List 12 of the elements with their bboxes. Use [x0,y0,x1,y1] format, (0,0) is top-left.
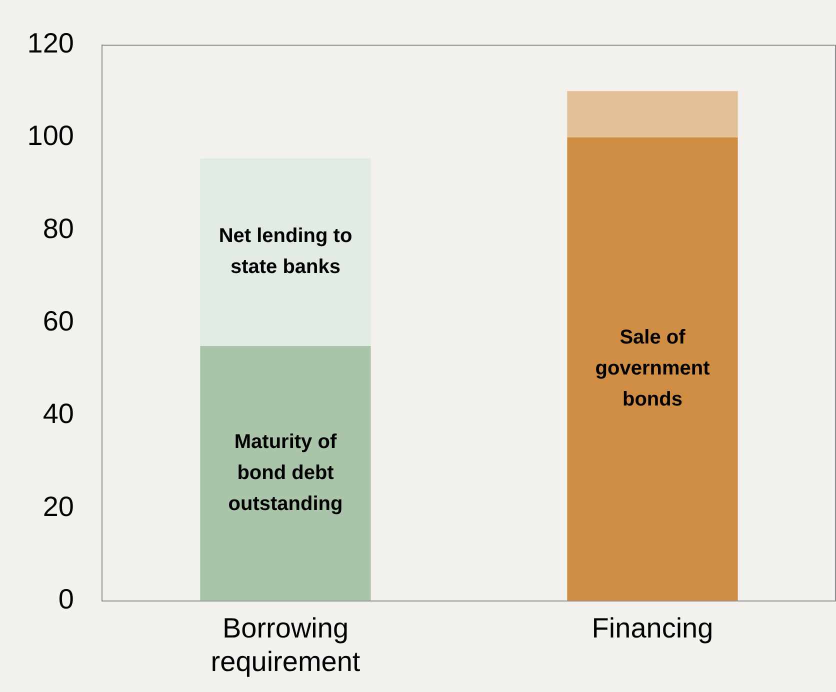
y-tick-label: 100 [27,120,74,152]
series-label: Sale of government bonds [595,326,710,411]
y-tick-label: 60 [42,306,74,337]
y-tick-label: 0 [58,584,74,615]
x-tick-label: Borrowing requirement [210,612,360,677]
y-tick-label: 80 [42,212,74,244]
series-label: Maturity of bond debt outstanding [228,430,343,515]
series-label: Net lending to state banks [218,225,352,278]
y-tick-label: 40 [42,398,74,430]
x-tick-label: Financing [592,612,714,644]
y-tick-label: 120 [27,28,74,59]
y-tick-label: 20 [42,490,74,522]
